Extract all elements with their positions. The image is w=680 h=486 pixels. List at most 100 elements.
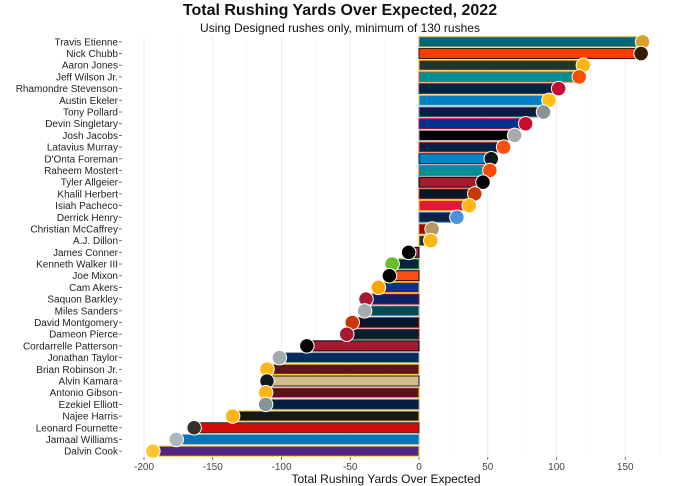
team-logo-marker	[186, 420, 202, 436]
team-logo-marker	[370, 279, 387, 296]
category-label: Josh Jacobs	[62, 131, 118, 142]
bar	[230, 410, 420, 422]
category-label: Tyler Allgeier	[61, 178, 119, 189]
x-axis-label: Total Rushing Yards Over Expected	[292, 472, 481, 486]
category-label: Devin Singletary	[45, 119, 118, 130]
bar	[418, 141, 507, 153]
chart-subtitle: Using Designed rushes only, minimum of 1…	[200, 21, 480, 35]
x-tick-label: 50	[482, 462, 494, 473]
team-logo-marker	[550, 80, 567, 97]
team-logo-marker	[400, 244, 417, 261]
grid-lines	[122, 36, 670, 457]
team-logo-markers	[145, 34, 651, 459]
team-logo-marker	[495, 139, 512, 155]
x-tick-label: 0	[416, 462, 422, 473]
team-logo-marker	[517, 115, 534, 132]
team-logo-marker	[271, 349, 288, 366]
category-label: Ezekiel Elliott	[59, 400, 119, 411]
category-label: Jonathan Taylor	[48, 353, 119, 364]
x-tick-label: -200	[134, 462, 154, 473]
bar	[418, 59, 586, 71]
bar	[344, 328, 420, 340]
bar	[304, 340, 420, 352]
team-logo-marker	[422, 232, 439, 249]
category-label: Rhamondre Stevenson	[16, 84, 118, 95]
category-label: Dalvin Cook	[64, 447, 119, 458]
x-tick-labels: -200 -150 -100 -50 0 50 100 150	[134, 457, 634, 473]
category-label: Cordarrelle Patterson	[23, 341, 118, 352]
bar	[418, 153, 494, 165]
x-tick-label: -100	[271, 462, 291, 473]
category-label: Joe Mixon	[72, 271, 118, 282]
bar	[418, 106, 546, 118]
team-logo-marker	[145, 443, 161, 459]
category-label: James Conner	[53, 248, 119, 259]
category-label: Christian McCaffrey	[30, 224, 118, 235]
category-label: D'Onta Foreman	[44, 154, 118, 165]
category-label: A.J. Dillon	[73, 236, 118, 247]
team-logo-marker	[356, 303, 373, 319]
category-label: Brian Robinson Jr.	[36, 365, 118, 376]
team-logo-marker	[475, 174, 491, 190]
bar	[418, 36, 645, 48]
category-label: Austin Ekeler	[59, 96, 119, 107]
category-label: Nick Chubb	[66, 49, 118, 60]
team-logo-marker	[571, 69, 588, 85]
team-logo-marker	[506, 127, 523, 144]
chart-title: Total Rushing Yards Over Expected, 2022	[182, 2, 498, 19]
category-label: Cam Akers	[69, 283, 118, 294]
category-label: Kenneth Walker III	[36, 260, 118, 271]
category-label: Miles Sanders	[55, 306, 118, 317]
bar	[263, 398, 420, 410]
category-label: Saquon Barkley	[47, 295, 118, 306]
team-logo-marker	[224, 408, 241, 424]
team-logo-marker	[461, 197, 478, 214]
team-logo-marker	[535, 104, 552, 120]
bar	[191, 422, 420, 434]
bar	[418, 94, 552, 106]
x-tick-label: -50	[343, 462, 358, 473]
bar	[150, 445, 420, 457]
x-tick-label: -150	[203, 462, 223, 473]
category-label: Antonio Gibson	[50, 388, 118, 399]
bar	[264, 363, 420, 375]
team-logo-marker	[168, 431, 185, 448]
category-label: Isiah Pacheco	[55, 201, 118, 212]
bar	[173, 433, 420, 445]
bar	[418, 164, 493, 177]
bar	[418, 176, 486, 188]
team-logo-marker	[257, 396, 274, 413]
x-tick-label: 150	[617, 462, 634, 473]
category-label: Aaron Jones	[62, 61, 118, 72]
bar	[263, 387, 420, 399]
team-logo-marker	[633, 45, 649, 62]
team-logo-marker	[299, 338, 315, 354]
bar	[418, 129, 518, 141]
category-label: Travis Etienne	[54, 37, 118, 48]
bar	[418, 118, 529, 130]
category-label: Latavius Murray	[47, 143, 118, 154]
category-label: Jeff Wilson Jr.	[56, 72, 118, 83]
bar	[276, 352, 420, 364]
category-label: Tony Pollard	[63, 108, 118, 119]
bar	[264, 375, 420, 387]
category-label: Leonard Fournette	[36, 423, 119, 434]
bar	[418, 48, 644, 60]
bar	[418, 71, 582, 83]
bar	[349, 316, 420, 329]
category-label: Alvin Kamara	[59, 376, 119, 387]
category-label: Raheem Mostert	[44, 166, 118, 177]
team-logo-marker	[338, 326, 355, 342]
x-tick-label: 100	[548, 462, 565, 473]
plot-background	[122, 36, 670, 457]
category-label: David Montgomery	[34, 318, 118, 329]
category-label: Khalil Herbert	[57, 189, 118, 200]
category-label: Derrick Henry	[57, 213, 118, 224]
category-label: Dameon Pierce	[49, 330, 118, 341]
team-logo-marker	[381, 267, 398, 284]
team-logo-marker	[449, 209, 465, 226]
team-logo-marker	[482, 162, 498, 179]
bar	[418, 83, 562, 95]
